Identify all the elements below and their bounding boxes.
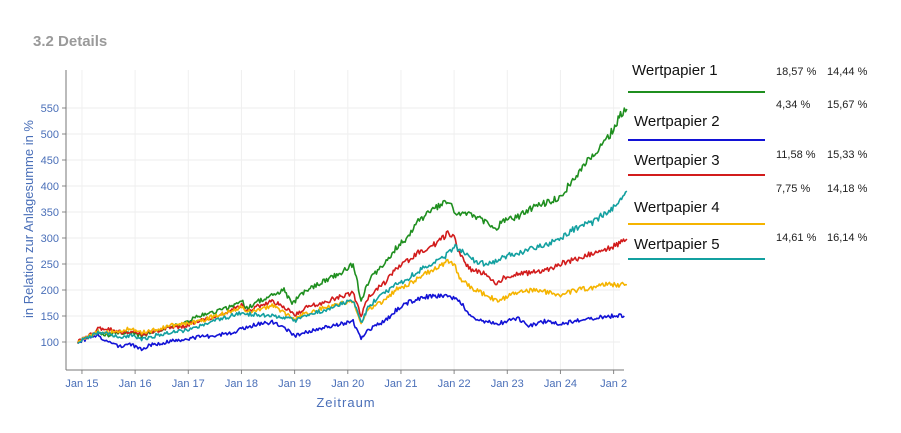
x-tick-label: Jan 2 [600, 378, 627, 390]
legend-stat1-3: 11,58 % [776, 149, 816, 161]
legend-swatch-5 [628, 258, 765, 260]
grid-lines [66, 70, 620, 370]
y-tick-label: 500 [41, 129, 59, 141]
x-tick-label: Jan 19 [278, 378, 311, 390]
legend-name-4: Wertpapier 4 [634, 199, 720, 216]
x-tick-label: Jan 15 [65, 378, 98, 390]
x-tick-label: Jan 16 [119, 378, 152, 390]
y-tick-label: 550 [41, 103, 59, 115]
y-tick-label: 250 [41, 259, 59, 271]
x-tick-label: Jan 20 [331, 378, 364, 390]
y-tick-label: 100 [41, 337, 59, 349]
y-tick-label: 200 [41, 285, 59, 297]
y-tick-label: 400 [41, 181, 59, 193]
series-line-5 [77, 190, 628, 344]
legend-swatch-4 [628, 223, 765, 225]
x-axis-label: Zeitraum [316, 395, 375, 410]
legend-stat2-5: 16,14 % [827, 232, 868, 244]
legend-stat1-2: 4,34 % [776, 99, 811, 111]
x-tick-label: Jan 24 [544, 378, 577, 390]
series-lines [76, 107, 628, 352]
legend-name-5: Wertpapier 5 [634, 236, 720, 253]
x-tick-label: Jan 17 [172, 378, 205, 390]
series-line-2 [77, 293, 625, 352]
y-axis-label: in Relation zur Anlagesumme in % [21, 120, 36, 318]
legend-swatch-1 [628, 91, 765, 93]
legend-stat1-1: 18,57 % [776, 66, 817, 78]
y-tick-label: 350 [41, 207, 59, 219]
axes: 100 150 200 250 300 350 400 450 500 550 Jan 15 Jan … [41, 70, 627, 390]
legend-stat1-4: 7,75 % [776, 183, 811, 195]
legend-stat2-3: 15,33 % [827, 149, 868, 161]
x-tick-label: Jan 22 [438, 378, 471, 390]
y-tick-label: 300 [41, 233, 59, 245]
legend-stat2-2: 15,67 % [827, 99, 868, 111]
y-tick-label: 150 [41, 311, 59, 323]
x-tick-label: Jan 23 [491, 378, 524, 390]
series-line-3 [76, 230, 628, 344]
x-tick-label: Jan 18 [225, 378, 258, 390]
legend-stat2-1: 14,44 % [827, 66, 868, 78]
legend-swatch-3 [628, 174, 765, 176]
legend-name-3: Wertpapier 3 [634, 152, 720, 169]
y-tick-label: 450 [41, 155, 59, 167]
legend-stat1-5: 14,61 % [776, 232, 817, 244]
legend-name-2: Wertpapier 2 [634, 113, 720, 130]
legend-stat2-4: 14,18 % [827, 183, 868, 195]
series-line-1 [76, 107, 628, 344]
section-title: 3.2 Details [33, 33, 108, 50]
legend-swatch-2 [628, 139, 765, 141]
x-tick-label: Jan 21 [384, 378, 417, 390]
legend-name-1: Wertpapier 1 [632, 62, 718, 79]
